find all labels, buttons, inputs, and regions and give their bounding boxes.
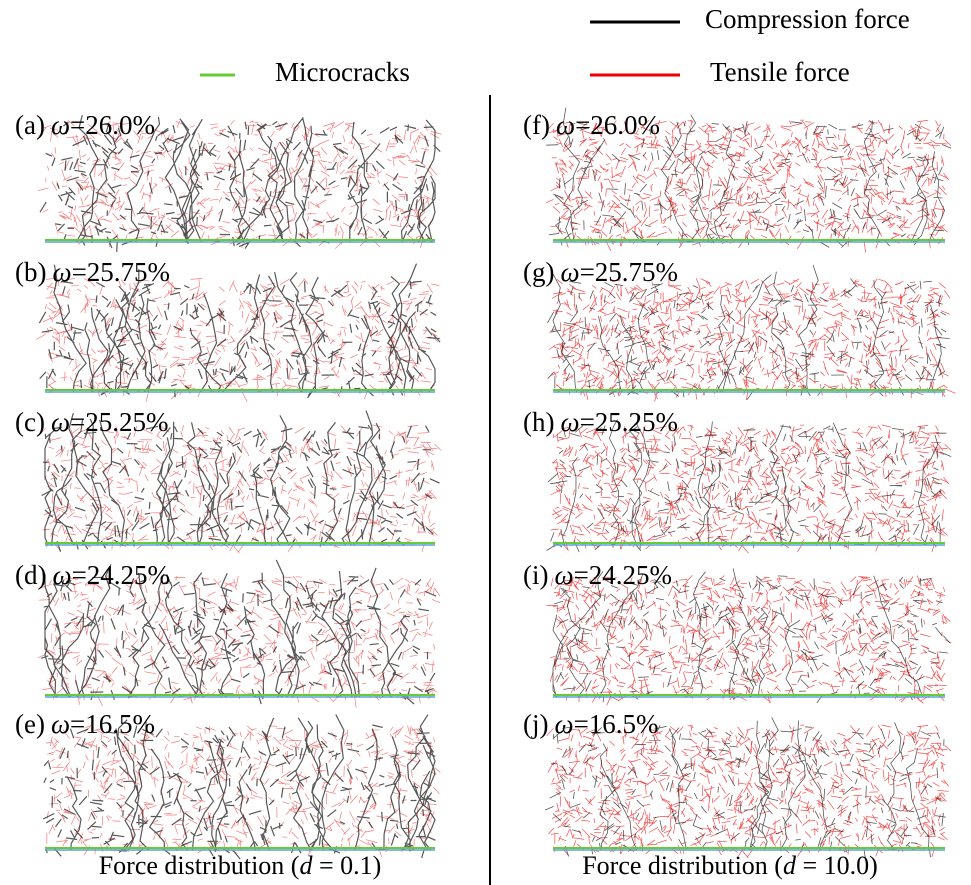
panel-letter: (e) [15, 709, 45, 739]
panel-label: (c)ω=25.25% [15, 407, 169, 437]
caption-variable: d [299, 851, 313, 880]
caption-prefix: Force distribution ( [99, 851, 300, 880]
panel-value: =24.25% [72, 560, 170, 590]
panel-label: (h)ω=25.25% [523, 407, 678, 437]
panel: (f)ω=26.0% [523, 108, 951, 253]
panel-letter: (h) [523, 407, 554, 437]
panel-value: =24.25% [574, 560, 672, 590]
panel: (h)ω=25.25% [523, 407, 951, 553]
panel: (d)ω=24.25% [15, 560, 440, 708]
panel-letter: (c) [15, 407, 45, 437]
panel: (c)ω=25.25% [15, 407, 441, 553]
caption: Force distribution (d = 10.0) [582, 851, 878, 880]
panel-label: (a)ω=26.0% [15, 110, 155, 140]
panel-symbol: ω [556, 110, 575, 140]
panel-letter: (f) [523, 110, 550, 140]
caption-suffix: = 0.1) [312, 851, 381, 880]
panel-label: (b)ω=25.75% [15, 257, 170, 287]
panel-symbol: ω [52, 257, 71, 287]
panel-letter: (g) [523, 257, 554, 287]
panel-value: =16.5% [574, 709, 659, 739]
figure: Compression force Tensile force Microcra… [0, 0, 971, 885]
panel-label: (i)ω=24.25% [523, 560, 672, 590]
legend-tensile: Tensile force [710, 57, 850, 87]
panel-label: (j)ω=16.5% [523, 709, 659, 739]
panel: (a)ω=26.0% [15, 110, 441, 252]
caption-prefix: Force distribution ( [582, 851, 783, 880]
panel-symbol: ω [554, 709, 573, 739]
panel-value: =25.25% [580, 407, 678, 437]
panel-symbol: ω [554, 560, 573, 590]
panel: (j)ω=16.5% [523, 709, 951, 861]
caption-suffix: = 10.0) [796, 851, 878, 880]
panel-letter: (d) [15, 560, 46, 590]
panel-symbol: ω [51, 407, 70, 437]
panel-symbol: ω [51, 110, 70, 140]
panel-letter: (j) [523, 709, 548, 739]
tensile-network [549, 278, 955, 402]
panel-value: =26.0% [70, 110, 155, 140]
panel: (b)ω=25.75% [15, 257, 440, 402]
panel: (i)ω=24.25% [523, 560, 951, 705]
panel-value: =26.0% [575, 110, 660, 140]
tensile-network [38, 575, 440, 707]
panel: (e)ω=16.5% [15, 709, 440, 859]
panel-symbol: ω [560, 407, 579, 437]
panel-value: =25.25% [70, 407, 168, 437]
panel-letter: (b) [15, 257, 46, 287]
panel-value: =25.75% [72, 257, 170, 287]
panel-symbol: ω [51, 709, 70, 739]
caption: Force distribution (d = 0.1) [99, 851, 382, 880]
panel-label: (f)ω=26.0% [523, 110, 660, 140]
panel-symbol: ω [560, 257, 579, 287]
panel-value: =25.75% [580, 257, 678, 287]
panel-letter: (i) [523, 560, 548, 590]
caption-variable: d [783, 851, 797, 880]
legend-compression: Compression force [705, 4, 910, 34]
panel-value: =16.5% [70, 709, 155, 739]
panel-label: (d)ω=24.25% [15, 560, 170, 590]
panel-label: (e)ω=16.5% [15, 709, 155, 739]
panel-symbol: ω [52, 560, 71, 590]
panel-label: (g)ω=25.75% [523, 257, 678, 287]
panels: (a)ω=26.0%(b)ω=25.75%(c)ω=25.25%(d)ω=24.… [15, 108, 956, 880]
panel-letter: (a) [15, 110, 45, 140]
legend-microcracks: Microcracks [275, 57, 410, 87]
panel: (g)ω=25.75% [523, 257, 956, 401]
